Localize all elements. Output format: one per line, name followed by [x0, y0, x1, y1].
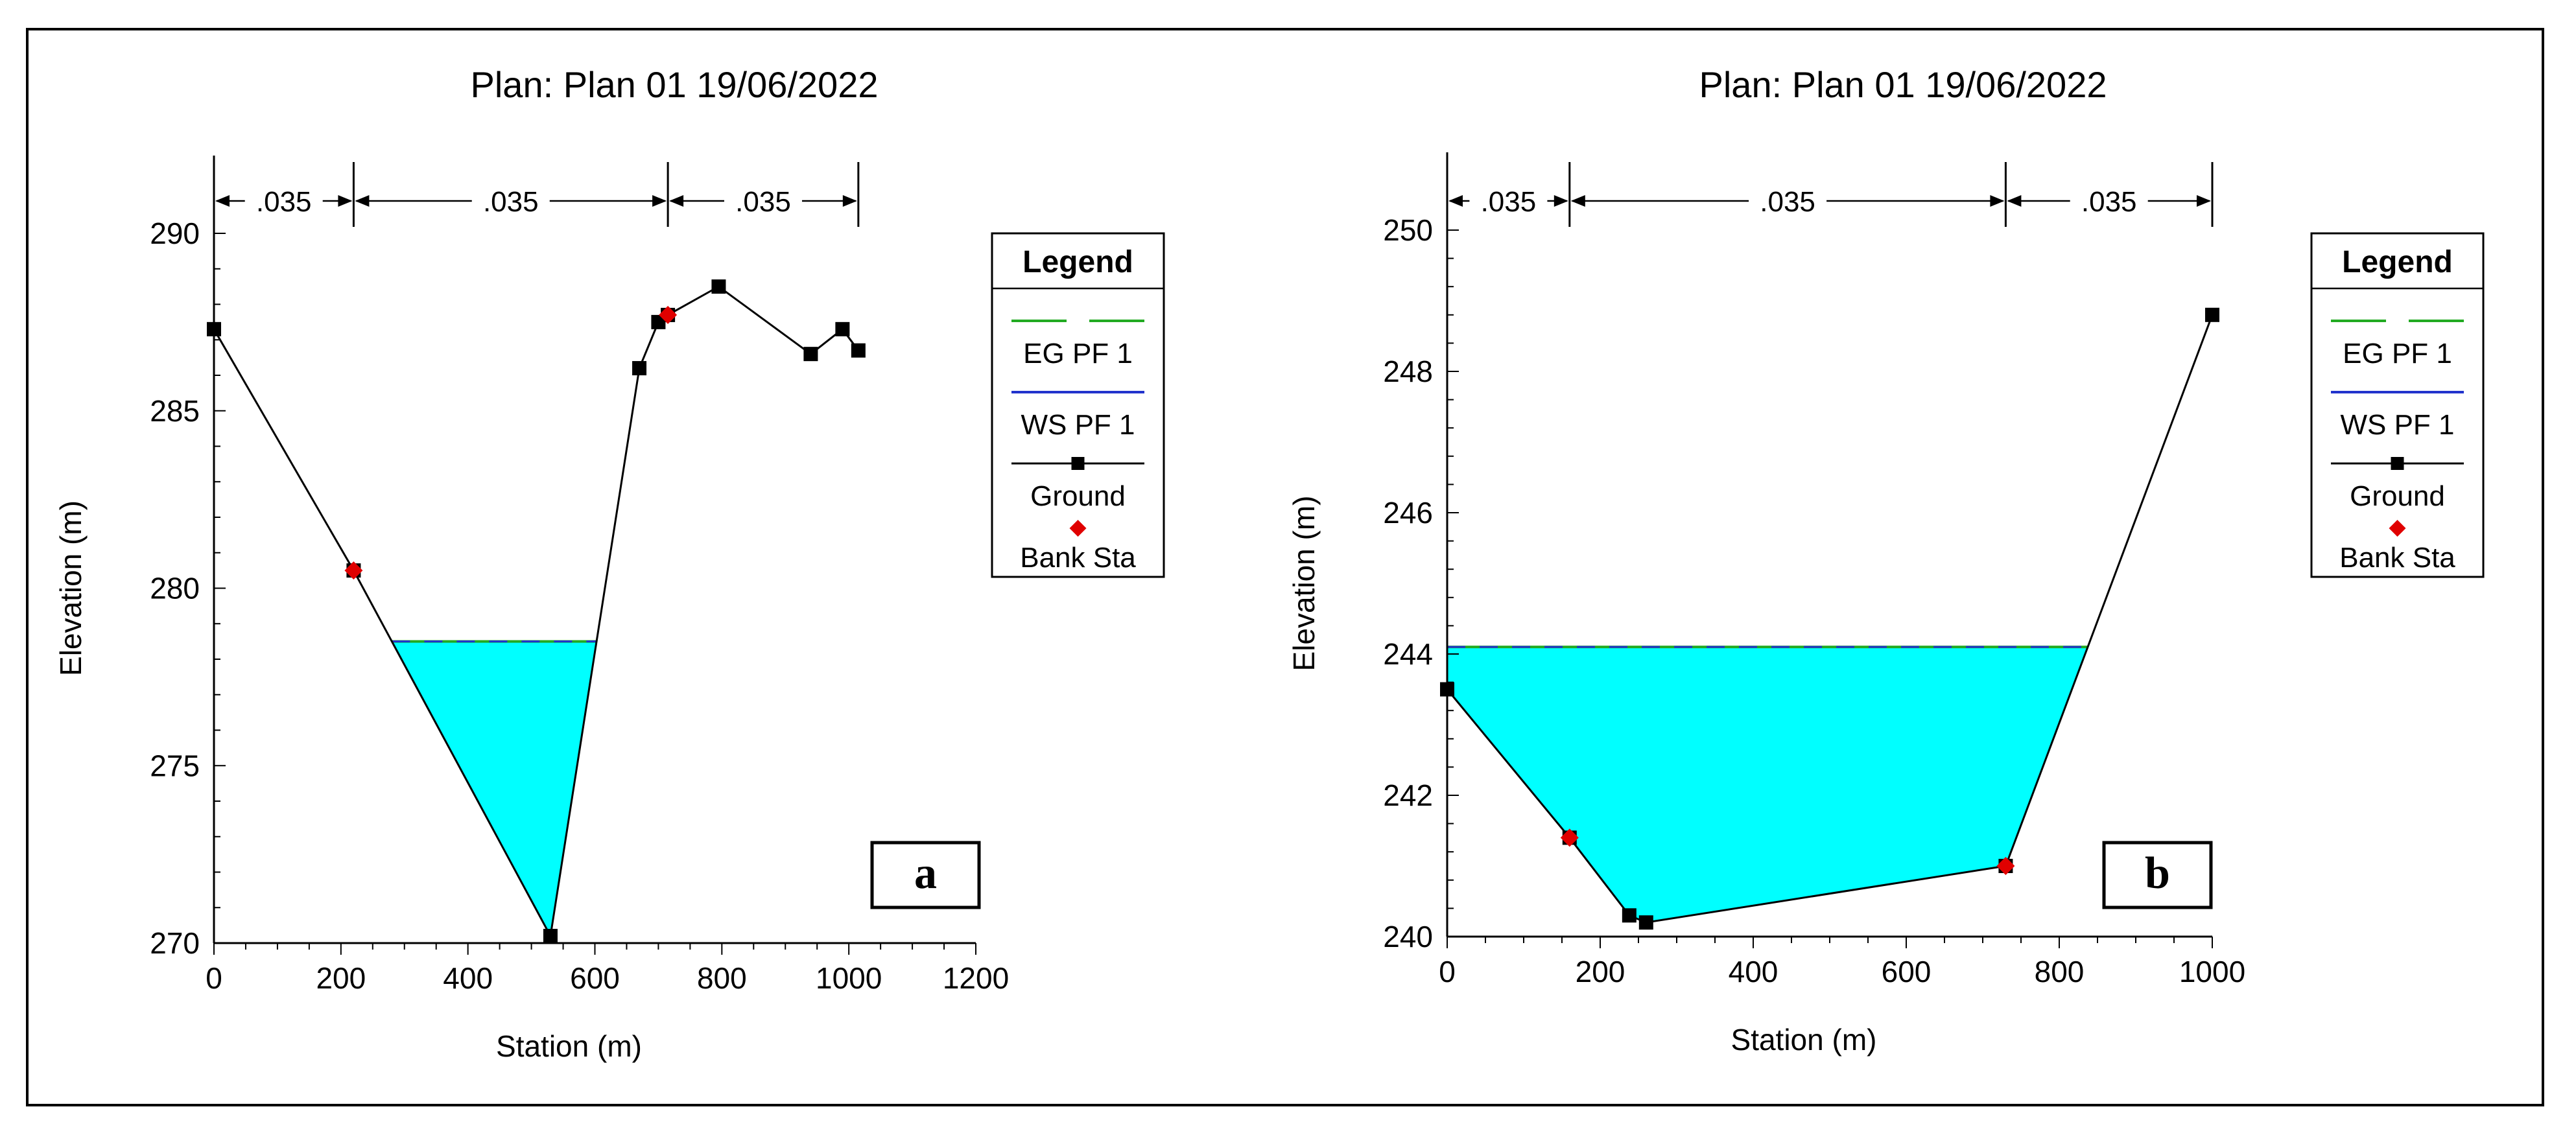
- x-tick-label: 1000: [816, 961, 882, 995]
- n-arrow-head: [338, 195, 353, 207]
- x-tick-label: 200: [316, 961, 366, 995]
- ground-point: [2205, 307, 2219, 322]
- ground-point: [632, 361, 647, 376]
- y-axis-label: Elevation (m): [1287, 496, 1321, 672]
- legend-item-ws: WS PF 1: [1021, 409, 1135, 441]
- legend-bank-marker: [1069, 520, 1087, 537]
- legend-item-ground: Ground: [2350, 480, 2445, 512]
- mannings-n-label: .035: [1760, 186, 1815, 218]
- n-arrow-head: [1570, 195, 1585, 207]
- n-arrow-head: [2197, 195, 2211, 207]
- y-tick-label: 270: [150, 926, 200, 960]
- x-tick-label: 800: [2035, 955, 2085, 988]
- bank-station-point: [659, 305, 678, 324]
- y-tick-label: 246: [1383, 496, 1433, 530]
- y-tick-label: 240: [1383, 920, 1433, 953]
- x-tick-label: 0: [206, 961, 222, 995]
- ground-point: [711, 279, 726, 294]
- bank-station-point: [344, 561, 363, 580]
- legend-item-eg: EG PF 1: [1023, 338, 1133, 369]
- y-tick-label: 290: [150, 216, 200, 250]
- legend-ground-marker: [1071, 457, 1085, 470]
- x-axis-label: Station (m): [1731, 1023, 1877, 1057]
- ground-point: [1440, 682, 1454, 697]
- legend-item-eg: EG PF 1: [2343, 338, 2452, 369]
- bank-station-point: [1560, 828, 1579, 847]
- x-tick-label: 800: [697, 961, 747, 995]
- n-arrow-head: [215, 195, 230, 207]
- y-tick-label: 244: [1383, 637, 1433, 671]
- mannings-n-label: .035: [735, 186, 791, 218]
- panel-label: a: [914, 848, 937, 898]
- x-tick-label: 400: [443, 961, 493, 995]
- y-tick-label: 250: [1383, 213, 1433, 247]
- x-tick-label: 1200: [943, 961, 1009, 995]
- ground-line: [1446, 314, 2214, 924]
- chart-title: Plan: Plan 01 19/06/2022: [1699, 64, 2107, 105]
- mannings-n-label: .035: [256, 186, 312, 218]
- ground-point: [803, 347, 818, 362]
- x-tick-label: 0: [1439, 955, 1456, 988]
- n-arrow-head: [669, 195, 684, 207]
- water-area: [392, 641, 597, 937]
- mannings-n-label: .035: [1481, 186, 1537, 218]
- ground-point: [1638, 915, 1653, 930]
- legend-item-ws: WS PF 1: [2340, 409, 2454, 441]
- x-tick-label: 600: [1882, 955, 1932, 988]
- n-arrow-head: [1554, 195, 1568, 207]
- x-tick-label: 200: [1576, 955, 1625, 988]
- n-arrow-head: [1448, 195, 1463, 207]
- ground-point: [1622, 908, 1637, 923]
- n-arrow-head: [652, 195, 667, 207]
- chart-panel-b: Plan: Plan 01 19/06/2022 240 242 244 246 248 2…: [1287, 64, 2485, 1057]
- legend-item-bank: Bank Sta: [1020, 542, 1136, 574]
- ground-point: [543, 929, 558, 944]
- n-arrow-head: [2007, 195, 2022, 207]
- legend-item-ground: Ground: [1030, 480, 1126, 512]
- y-tick-label: 280: [150, 572, 200, 605]
- y-tick-label: 242: [1383, 778, 1433, 812]
- chart-title: Plan: Plan 01 19/06/2022: [471, 64, 879, 105]
- legend-ground-marker: [2391, 457, 2404, 470]
- n-arrow-head: [842, 195, 857, 207]
- water-area: [1447, 647, 2088, 923]
- legend-title: Legend: [1022, 245, 1133, 279]
- mannings-n-label: .035: [2081, 186, 2137, 218]
- panel-label-box: [2102, 841, 2213, 909]
- chart-panel-a: Plan: Plan 01 19/06/2022 270 275 280 285 290 0…: [54, 64, 1165, 1063]
- panel-label-box: [870, 841, 981, 909]
- mannings-n-label: .035: [483, 186, 539, 218]
- legend-title: Legend: [2342, 245, 2453, 279]
- legend-box: [991, 232, 1165, 578]
- ground-point: [207, 321, 221, 336]
- n-arrow-head: [1990, 195, 2005, 207]
- ground-point: [835, 321, 850, 336]
- y-tick-label: 275: [150, 749, 200, 782]
- n-arrow-head: [355, 195, 370, 207]
- x-axis-label: Station (m): [496, 1029, 642, 1063]
- figure-frame: [26, 28, 2544, 1106]
- x-tick-label: 600: [570, 961, 620, 995]
- legend-item-bank: Bank Sta: [2339, 542, 2455, 574]
- legend-box: [2310, 232, 2485, 578]
- legend-bank-marker: [2389, 520, 2406, 537]
- y-tick-label: 248: [1383, 355, 1433, 388]
- panel-label: b: [2145, 848, 2170, 898]
- x-tick-label: 1000: [2179, 955, 2245, 988]
- ground-point: [851, 343, 866, 358]
- x-tick-label: 400: [1729, 955, 1778, 988]
- y-tick-label: 285: [150, 394, 200, 428]
- y-axis-label: Elevation (m): [54, 500, 88, 676]
- bank-station-point: [1996, 857, 2015, 875]
